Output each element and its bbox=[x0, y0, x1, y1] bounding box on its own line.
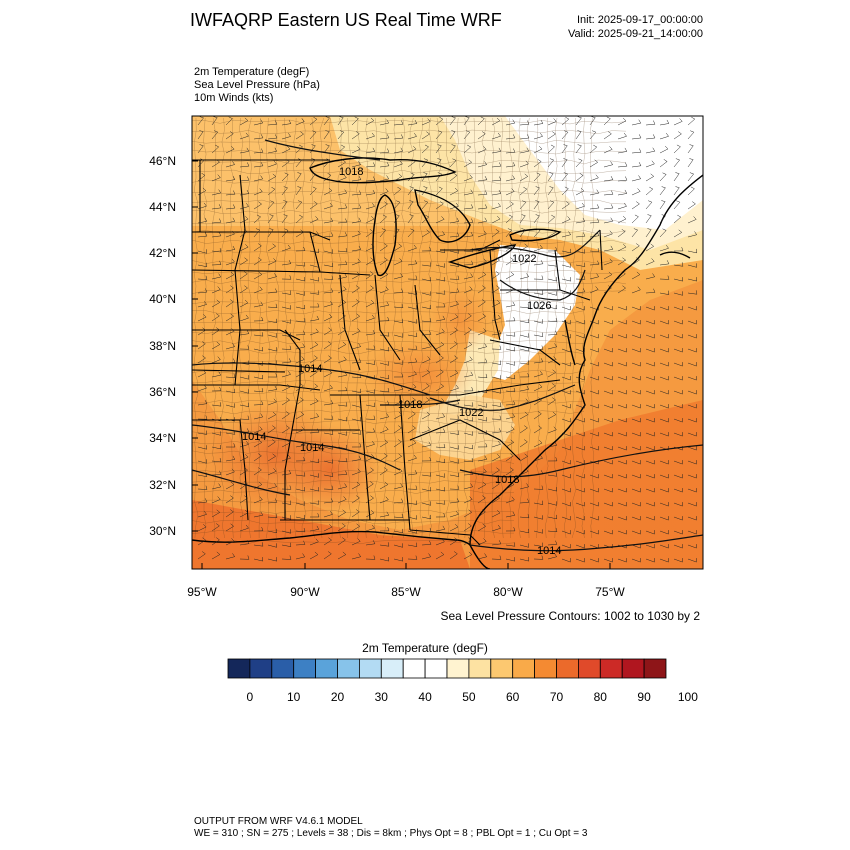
lon-label: 90°W bbox=[290, 585, 320, 599]
model-info: OUTPUT FROM WRF V4.6.1 MODEL bbox=[194, 816, 363, 827]
state-boundaries bbox=[192, 159, 603, 546]
plot-title: IWFAQRP Eastern US Real Time WRF bbox=[190, 10, 502, 30]
lat-label: 38°N bbox=[149, 339, 176, 353]
colorbar-cell bbox=[599, 658, 623, 679]
colorbar-cell bbox=[293, 658, 317, 679]
lat-labels: 46°N 44°N 42°N 40°N 38°N 36°N 34°N 32°N … bbox=[149, 154, 176, 538]
colorbar-cell bbox=[621, 658, 645, 679]
colorbar-label: 0 bbox=[246, 690, 254, 704]
pressure-label: 1018 bbox=[398, 399, 422, 411]
pressure-label: 1014 bbox=[242, 431, 266, 443]
colorbar-label: 100 bbox=[677, 690, 698, 704]
colorbar-label: 90 bbox=[637, 690, 651, 704]
colorbar-cell bbox=[468, 658, 492, 679]
model-config: WE = 310 ; SN = 275 ; Levels = 38 ; Dis … bbox=[194, 828, 588, 839]
temperature-field: 1018 1022 1026 1014 1018 1022 1014 1014 … bbox=[192, 116, 703, 569]
lat-label: 36°N bbox=[149, 385, 176, 399]
map-frame bbox=[191, 115, 704, 570]
colorbar-cell bbox=[556, 658, 579, 679]
lat-label: 30°N bbox=[149, 524, 176, 538]
pressure-label: 1014 bbox=[300, 442, 324, 454]
wind-barbs bbox=[197, 116, 698, 563]
lat-label: 34°N bbox=[149, 431, 176, 445]
colorbar-label: 10 bbox=[287, 690, 301, 704]
pressure-label: 1022 bbox=[459, 407, 483, 419]
pressure-label: 1018 bbox=[495, 474, 519, 486]
colorbar-cell bbox=[227, 658, 251, 679]
colorbar-cell bbox=[446, 658, 470, 679]
colorbar bbox=[227, 658, 667, 679]
county-grid bbox=[192, 117, 627, 545]
valid-time: Valid: 2025-09-21_14:00:00 bbox=[568, 28, 703, 40]
init-time: Init: 2025-09-17_00:00:00 bbox=[577, 14, 703, 26]
pressure-contours bbox=[192, 139, 703, 552]
contour-note: Sea Level Pressure Contours: 1002 to 103… bbox=[440, 609, 701, 623]
colorbar-label: 60 bbox=[506, 690, 520, 704]
lat-label: 32°N bbox=[149, 478, 176, 492]
lon-ticks bbox=[201, 563, 611, 569]
colorbar-cell bbox=[402, 658, 426, 679]
lat-label: 44°N bbox=[149, 200, 176, 214]
colorbar-cell bbox=[380, 658, 404, 679]
colorbar-label: 50 bbox=[462, 690, 476, 704]
lon-label: 75°W bbox=[595, 585, 625, 599]
colorbar-cell bbox=[578, 658, 601, 679]
lat-label: 40°N bbox=[149, 292, 176, 306]
pressure-label: 1018 bbox=[339, 166, 363, 178]
colorbar-label: 30 bbox=[374, 690, 388, 704]
variable-winds: 10m Winds (kts) bbox=[194, 92, 274, 104]
colorbar-label: 70 bbox=[549, 690, 564, 704]
pressure-label: 1022 bbox=[512, 253, 536, 265]
colorbar-labels: 0 10 20 30 40 50 60 70 80 90 100 bbox=[0, 690, 850, 706]
lon-label: 85°W bbox=[391, 585, 421, 599]
colorbar-label: 20 bbox=[330, 690, 345, 704]
pressure-label: 1014 bbox=[537, 545, 561, 557]
lon-labels: 95°W 90°W 85°W 80°W 75°W bbox=[187, 585, 625, 599]
colorbar-cell bbox=[358, 658, 382, 679]
lat-label: 46°N bbox=[149, 154, 176, 168]
colorbar-cell bbox=[271, 658, 295, 679]
variable-pressure: Sea Level Pressure (hPa) bbox=[194, 79, 320, 91]
lon-label: 80°W bbox=[493, 585, 523, 599]
pressure-labels: 1018 1022 1026 1014 1018 1022 1014 1014 … bbox=[242, 166, 561, 557]
colorbar-label: 40 bbox=[418, 690, 432, 704]
lat-ticks bbox=[192, 160, 198, 532]
lat-label: 42°N bbox=[149, 246, 176, 260]
lon-label: 95°W bbox=[187, 585, 217, 599]
colorbar-cell bbox=[512, 658, 536, 679]
pressure-label: 1026 bbox=[527, 300, 551, 312]
colorbar-title: 2m Temperature (degF) bbox=[362, 641, 488, 655]
colorbar-label: 80 bbox=[593, 690, 607, 704]
colorbar-cell bbox=[534, 658, 557, 679]
colorbar-cell bbox=[249, 658, 273, 679]
variable-list: 2m Temperature (degF) Sea Level Pressure… bbox=[194, 66, 320, 105]
colorbar-cell bbox=[424, 658, 448, 679]
colorbar-cell bbox=[337, 658, 360, 679]
colorbar-cell bbox=[315, 658, 338, 679]
colorbar-cell bbox=[490, 658, 514, 679]
pressure-label: 1014 bbox=[298, 363, 322, 375]
variable-temperature: 2m Temperature (degF) bbox=[194, 66, 310, 78]
colorbar-cell bbox=[643, 658, 667, 679]
